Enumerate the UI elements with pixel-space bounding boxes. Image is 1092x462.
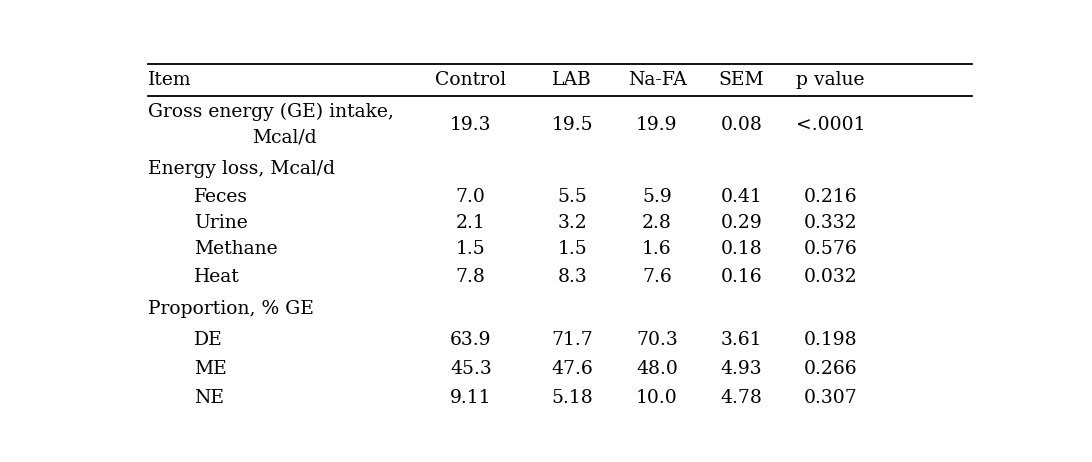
Text: Feces: Feces bbox=[194, 188, 248, 207]
Text: 71.7: 71.7 bbox=[551, 331, 593, 349]
Text: Item: Item bbox=[147, 71, 191, 89]
Text: 1.5: 1.5 bbox=[456, 240, 486, 258]
Text: 4.78: 4.78 bbox=[721, 389, 762, 407]
Text: 0.18: 0.18 bbox=[721, 240, 762, 258]
Text: 19.5: 19.5 bbox=[551, 116, 593, 134]
Text: 70.3: 70.3 bbox=[637, 331, 678, 349]
Text: 0.576: 0.576 bbox=[804, 240, 857, 258]
Text: 48.0: 48.0 bbox=[636, 360, 678, 378]
Text: Na-FA: Na-FA bbox=[628, 71, 687, 89]
Text: Heat: Heat bbox=[194, 267, 240, 286]
Text: 0.266: 0.266 bbox=[804, 360, 857, 378]
Text: 0.08: 0.08 bbox=[721, 116, 762, 134]
Text: 4.93: 4.93 bbox=[721, 360, 762, 378]
Text: p value: p value bbox=[796, 71, 865, 89]
Text: 2.8: 2.8 bbox=[642, 214, 672, 232]
Text: 2.1: 2.1 bbox=[456, 214, 486, 232]
Text: 5.9: 5.9 bbox=[642, 188, 672, 207]
Text: LAB: LAB bbox=[553, 71, 592, 89]
Text: 0.307: 0.307 bbox=[804, 389, 857, 407]
Text: 1.5: 1.5 bbox=[558, 240, 587, 258]
Text: 5.18: 5.18 bbox=[551, 389, 593, 407]
Text: Methane: Methane bbox=[194, 240, 277, 258]
Text: 0.332: 0.332 bbox=[804, 214, 857, 232]
Text: SEM: SEM bbox=[719, 71, 764, 89]
Text: 7.6: 7.6 bbox=[642, 267, 672, 286]
Text: 0.198: 0.198 bbox=[804, 331, 857, 349]
Text: 47.6: 47.6 bbox=[551, 360, 593, 378]
Text: 19.3: 19.3 bbox=[450, 116, 491, 134]
Text: Control: Control bbox=[436, 71, 507, 89]
Text: <.0001: <.0001 bbox=[796, 116, 865, 134]
Text: 7.0: 7.0 bbox=[455, 188, 486, 207]
Text: DE: DE bbox=[194, 331, 223, 349]
Text: Mcal/d: Mcal/d bbox=[252, 129, 317, 147]
Text: Gross energy (GE) intake,: Gross energy (GE) intake, bbox=[147, 103, 393, 121]
Text: 0.16: 0.16 bbox=[721, 267, 762, 286]
Text: Energy loss, Mcal/d: Energy loss, Mcal/d bbox=[147, 160, 334, 178]
Text: 3.2: 3.2 bbox=[558, 214, 587, 232]
Text: 10.0: 10.0 bbox=[637, 389, 678, 407]
Text: 7.8: 7.8 bbox=[455, 267, 486, 286]
Text: 63.9: 63.9 bbox=[450, 331, 491, 349]
Text: Proportion, % GE: Proportion, % GE bbox=[147, 299, 313, 317]
Text: 19.9: 19.9 bbox=[637, 116, 678, 134]
Text: 0.41: 0.41 bbox=[721, 188, 762, 207]
Text: Urine: Urine bbox=[194, 214, 248, 232]
Text: NE: NE bbox=[194, 389, 224, 407]
Text: 3.61: 3.61 bbox=[721, 331, 762, 349]
Text: 8.3: 8.3 bbox=[558, 267, 587, 286]
Text: 5.5: 5.5 bbox=[557, 188, 587, 207]
Text: 1.6: 1.6 bbox=[642, 240, 672, 258]
Text: 0.032: 0.032 bbox=[804, 267, 857, 286]
Text: 45.3: 45.3 bbox=[450, 360, 491, 378]
Text: ME: ME bbox=[194, 360, 227, 378]
Text: 0.216: 0.216 bbox=[804, 188, 857, 207]
Text: 9.11: 9.11 bbox=[450, 389, 491, 407]
Text: 0.29: 0.29 bbox=[721, 214, 762, 232]
